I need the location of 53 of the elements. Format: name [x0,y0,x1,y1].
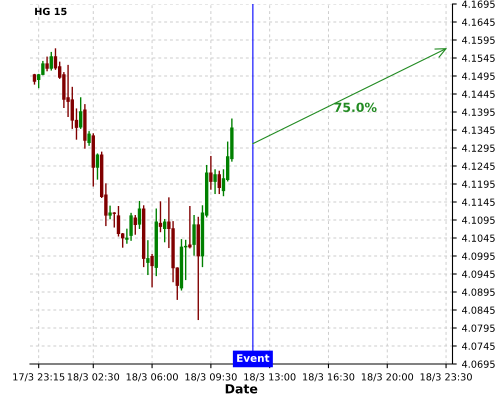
candlestick [218,170,221,194]
y-tick-label: 4.1095 [462,216,495,224]
y-tick-label: 4.1495 [462,72,495,80]
y-tick-label: 4.1445 [462,90,495,98]
chart-title: HG 15 [35,8,67,16]
candlestick [192,214,196,256]
candlestick [50,52,53,71]
candlestick [209,156,213,190]
candlestick [112,212,116,228]
x-tick-label: 18/3 09:30 [185,373,237,382]
candlestick [134,214,137,235]
x-tick-label: 18/3 02:30 [68,373,120,382]
y-tick-label: 4.0695 [462,360,495,368]
y-tick-label: 4.1645 [462,18,495,26]
y-tick-label: 4.1545 [462,54,495,62]
candlestick [150,254,154,288]
y-tick-label: 4.1395 [462,108,495,116]
y-tick-label: 4.1045 [462,234,495,242]
y-tick-label: 4.1595 [462,36,495,44]
candlestick [125,228,129,244]
candlestick [108,206,112,220]
candlestick [158,201,162,232]
ref-line-label: Event [237,354,270,362]
candlestick [96,153,100,180]
x-axis-title: Date [226,384,258,394]
y-tick-label: 4.1195 [462,180,495,188]
x-tick-label: 18/3 20:00 [362,373,414,382]
candlestick [45,56,49,72]
y-tick-label: 4.0845 [462,306,495,314]
annotation: 75.0% [334,102,377,112]
candlestick [162,218,166,242]
candlestick [213,169,217,194]
x-tick-label: 18/3 16:30 [303,373,354,382]
y-tick-label: 4.1145 [462,198,495,206]
y-tick-label: 4.0995 [462,252,495,260]
y-tick-label: 4.1295 [462,144,495,152]
y-tick-label: 4.1245 [462,162,495,170]
x-tick-label: 18/3 13:00 [244,373,296,382]
candlestick [78,97,82,129]
candlestick [32,74,36,85]
y-tick-label: 4.1345 [462,126,495,134]
x-tick-label: 17/3 23:15 [13,373,64,382]
x-tick-label: 18/3 23:30 [420,373,472,382]
candlestick [129,212,133,241]
candlestick [87,131,91,146]
candlestick [188,206,192,248]
candlestick [146,240,150,276]
y-tick-label: 4.0945 [462,270,495,278]
y-tick-label: 4.0795 [462,324,495,332]
y-tick-label: 4.0895 [462,288,495,296]
y-tick-label: 4.1695 [462,0,495,8]
x-tick-label: 18/3 06:00 [126,373,178,382]
y-tick-label: 4.0745 [462,342,495,350]
